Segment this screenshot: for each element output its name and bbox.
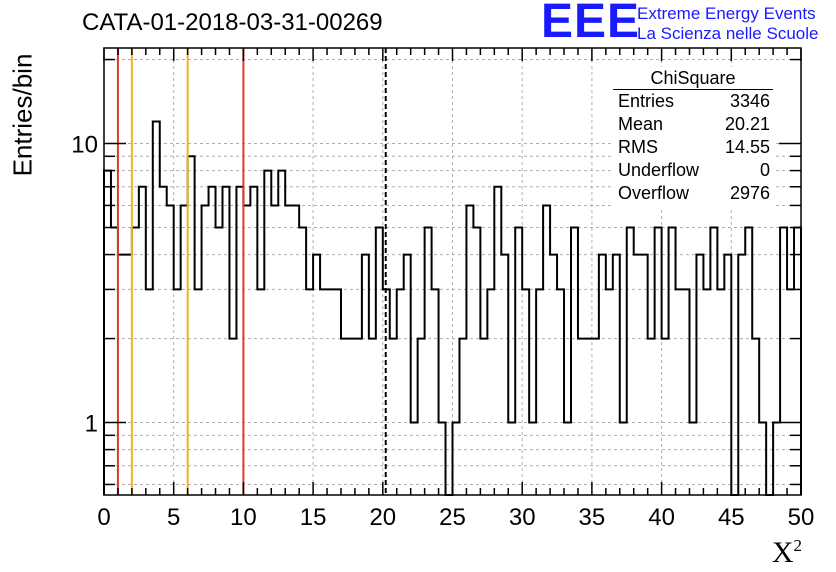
x-axis-label-superscript: 2 [793, 536, 803, 555]
x-tick-label: 15 [300, 504, 327, 531]
x-tick-label: 40 [648, 504, 675, 531]
logo-line-2: La Scienza nelle Scuole [637, 24, 819, 43]
x-tick-label: 30 [509, 504, 536, 531]
stats-row: RMS 14.55 [611, 136, 775, 159]
stats-row: Underflow 0 [611, 159, 775, 182]
x-axis-label: X [771, 536, 794, 569]
stats-label: Mean [618, 114, 664, 134]
y-tick-label: 1 [85, 411, 98, 438]
x-axis-ticks: 0 5 10 15 20 25 30 35 40 45 50 [97, 48, 814, 531]
y-axis-label-box: Entries/bin [6, 40, 40, 190]
stats-row: Mean 20.21 [611, 113, 775, 136]
x-tick-label: 50 [788, 504, 815, 531]
stats-value: 2976 [729, 183, 770, 203]
x-axis-label-box: X2 [772, 536, 802, 570]
y-axis-label: Entries/bin [7, 53, 38, 177]
histogram-series [103, 120, 802, 496]
x-tick-label: 0 [97, 504, 110, 531]
x-tick-label: 25 [439, 504, 466, 531]
stats-row: Entries 3346 [611, 90, 775, 113]
logo-mark: EEE [541, 0, 641, 48]
histogram-outline [103, 120, 802, 496]
stats-label: Entries [618, 91, 675, 111]
stats-label: Overflow [618, 183, 690, 203]
x-tick-label: 10 [230, 504, 257, 531]
x-tick-label: 45 [718, 504, 745, 531]
stats-row: Overflow 2976 [611, 182, 775, 205]
x-tick-label: 5 [167, 504, 180, 531]
stats-label: Underflow [618, 160, 700, 180]
stats-value: 14.55 [724, 137, 770, 157]
stats-box: ChiSquare Entries 3346 Mean 20.21 RMS 14.55… [611, 67, 775, 210]
stats-value: 0 [759, 160, 770, 180]
stats-value: 20.21 [724, 114, 770, 134]
marker-lines [116, 48, 387, 495]
stats-label: RMS [618, 137, 658, 157]
stats-title: ChiSquare [613, 67, 773, 90]
logo-line-1: Extreme Energy Events [637, 4, 816, 23]
y-axis-ticks: 1 10 [71, 58, 801, 486]
chart-title: CATA-01-2018-03-31-00269 [82, 9, 383, 36]
stats-value: 3346 [729, 91, 770, 111]
x-tick-label: 35 [579, 504, 606, 531]
y-tick-label: 10 [71, 132, 98, 159]
x-tick-label: 20 [369, 504, 396, 531]
